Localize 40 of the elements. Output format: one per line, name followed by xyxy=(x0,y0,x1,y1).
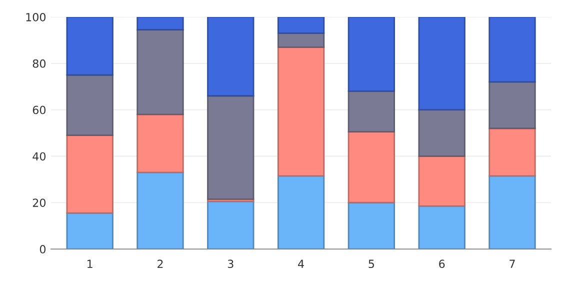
bar xyxy=(66,16,114,76)
y-tick-label: 40 xyxy=(32,152,46,161)
y-tick-label: 60 xyxy=(32,106,46,114)
bar xyxy=(488,175,536,250)
bar xyxy=(207,95,254,200)
bar xyxy=(418,16,466,110)
bar xyxy=(277,16,325,34)
y-tick-label: 100 xyxy=(26,12,46,22)
bar xyxy=(136,172,184,250)
bar xyxy=(348,131,396,204)
bar xyxy=(277,46,325,177)
bar xyxy=(488,16,536,83)
bar xyxy=(348,202,396,250)
bar xyxy=(348,16,396,92)
bar xyxy=(488,81,536,130)
bar xyxy=(277,32,325,48)
bar xyxy=(66,134,114,214)
bar xyxy=(207,16,254,97)
bar xyxy=(418,156,466,207)
x-tick-label: 6 xyxy=(439,260,445,268)
bar xyxy=(66,212,114,250)
bar xyxy=(136,29,184,116)
y-tick-label: 20 xyxy=(32,198,46,208)
bar xyxy=(66,74,114,136)
bar xyxy=(136,16,184,30)
bar xyxy=(277,175,325,250)
bar xyxy=(348,90,396,133)
x-tick-label: 5 xyxy=(368,260,374,268)
bar xyxy=(136,114,184,174)
x-tick-label: 7 xyxy=(510,260,515,268)
bar xyxy=(488,128,536,177)
x-tick-label: 1 xyxy=(88,260,92,268)
bar xyxy=(207,200,254,250)
bar xyxy=(418,109,466,157)
y-tick-label: 80 xyxy=(32,59,46,68)
x-tick-label: 2 xyxy=(158,260,163,268)
y-tick-label: 0 xyxy=(40,245,46,254)
x-tick-label: 4 xyxy=(298,260,304,268)
bar xyxy=(418,205,466,250)
x-tick-label: 3 xyxy=(228,260,234,268)
